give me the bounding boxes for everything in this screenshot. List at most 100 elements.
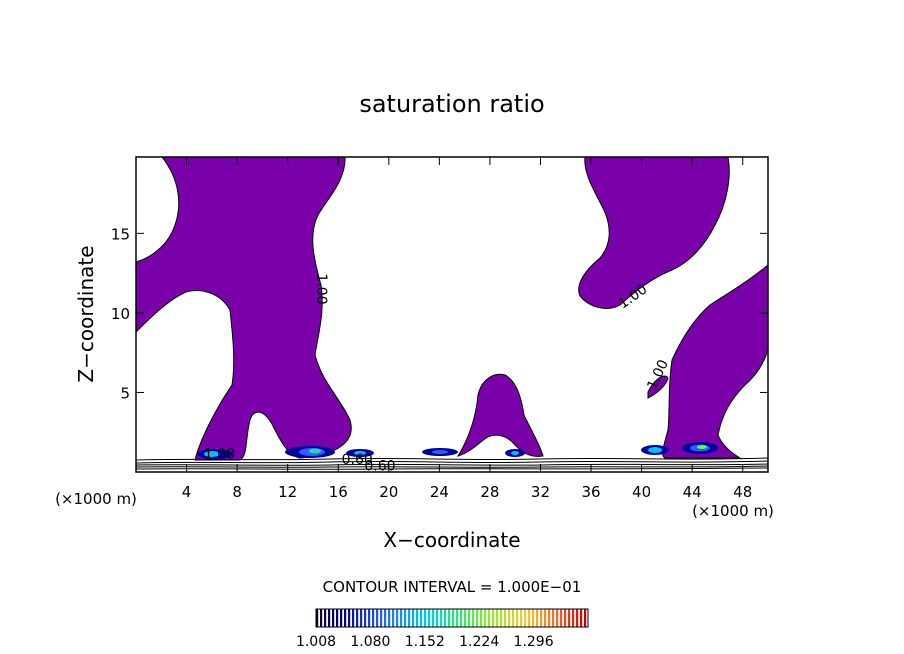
colorbar-swatch [400,609,403,627]
colorbar-swatch [556,609,559,627]
x-tick-label: 20 [379,483,398,501]
colorbar-swatch [552,609,555,627]
colorbar-swatch [428,609,431,627]
x-tick-label: 48 [733,483,752,501]
colorbar-swatch [452,609,455,627]
colorbar-swatch [372,609,375,627]
colorbar-swatch [516,609,519,627]
colorbar-swatch [480,609,483,627]
contour-label: 0.60 [364,458,395,474]
colorbar-swatch [460,609,463,627]
colorbar-swatch [564,609,567,627]
colorbar-swatch [436,609,439,627]
colorbar-swatch [364,609,367,627]
contour-line [136,467,768,470]
colorbar-swatch [500,609,503,627]
contour-line [136,463,768,466]
contour-line [136,457,768,461]
colorbar-tick-label: 1.008 [296,634,336,650]
colorbar-swatch [540,609,543,627]
colorbar-swatch [572,609,575,627]
colorbar [316,609,587,627]
x-tick-label: 28 [480,483,499,501]
contour-line [136,460,768,464]
x-tick-label: 12 [278,483,297,501]
colorbar-swatch [420,609,423,627]
colorbar-swatch [548,609,551,627]
colorbar-swatch [532,609,535,627]
plot-area: 1.00 1.001.001.00 0.600.60 [136,157,768,474]
colorbar-swatch [536,609,539,627]
colorbar-swatch [384,609,387,627]
y-axis-label: Z−coordinate [74,245,98,382]
contour-line [136,465,768,468]
colorbar-swatch [368,609,371,627]
colorbar-swatch [380,609,383,627]
colorbar-swatch [448,609,451,627]
x-tick-label: 44 [683,483,702,501]
colorbar-swatch [320,609,323,627]
contour-label: 1.00 [313,273,329,304]
colorbar-swatch [576,609,579,627]
colorbar-swatch [524,609,527,627]
surface-patch [697,445,707,449]
surface-patches [197,442,718,459]
x-unit-left: (×1000 m) [55,490,137,508]
colorbar-swatch [376,609,379,627]
x-axis-label: X−coordinate [383,528,520,552]
colorbar-swatch [568,609,571,627]
colorbar-swatch [484,609,487,627]
contour-label: 1.00 [644,357,672,392]
colorbar-tick-label: 1.080 [350,634,390,650]
colorbar-swatch [352,609,355,627]
surface-contours [136,457,768,470]
surface-patch [204,451,220,457]
colorbar-swatch [412,609,415,627]
surface-patch [511,451,519,455]
colorbar-swatch [464,609,467,627]
x-tick-label: 16 [329,483,348,501]
colorbar-swatch [508,609,511,627]
colorbar-swatch [336,609,339,627]
colorbar-swatch [476,609,479,627]
x-ticks: 4 8 12 16 20 24 28 32 36 40 44 48 [182,157,752,501]
colorbar-swatch [416,609,419,627]
y-tick-label: 5 [120,384,130,402]
colorbar-swatch [328,609,331,627]
colorbar-swatch [424,609,427,627]
plot-frame [135,156,769,473]
colorbar-tick-label: 1.296 [514,634,554,650]
y-tick-label: 10 [111,305,130,323]
colorbar-swatch [584,609,587,627]
colorbar-swatch [360,609,363,627]
saturated-region-center [456,373,544,457]
surface-patch [309,448,321,454]
colorbar-tick-label: 1.224 [459,634,499,650]
x-tick-label: 36 [581,483,600,501]
colorbar-swatch [468,609,471,627]
chart-title: saturation ratio [359,90,544,118]
colorbar-swatch [544,609,547,627]
colorbar-swatch [396,609,399,627]
colorbar-tick-label: 1.152 [405,634,445,650]
colorbar-swatch [432,609,435,627]
colorbar-swatch [512,609,515,627]
surface-patch [648,447,662,453]
saturated-region-small-right [647,375,669,399]
colorbar-swatch [560,609,563,627]
colorbar-swatch [392,609,395,627]
y-ticks: 5 10 15 [111,225,768,402]
colorbar-labels: 1.008 1.080 1.152 1.224 1.296 [296,634,554,650]
saturated-region-lower-right [662,264,768,459]
colorbar-swatch [520,609,523,627]
colorbar-swatch [340,609,343,627]
contour-interval-text: CONTOUR INTERVAL = 1.000E−01 [323,578,582,596]
x-tick-label: 24 [430,483,449,501]
colorbar-swatch [316,609,319,627]
colorbar-swatch [580,609,583,627]
colorbar-swatch [504,609,507,627]
colorbar-swatch [408,609,411,627]
contour-label: 1.00 [204,446,235,462]
colorbar-swatch [344,609,347,627]
